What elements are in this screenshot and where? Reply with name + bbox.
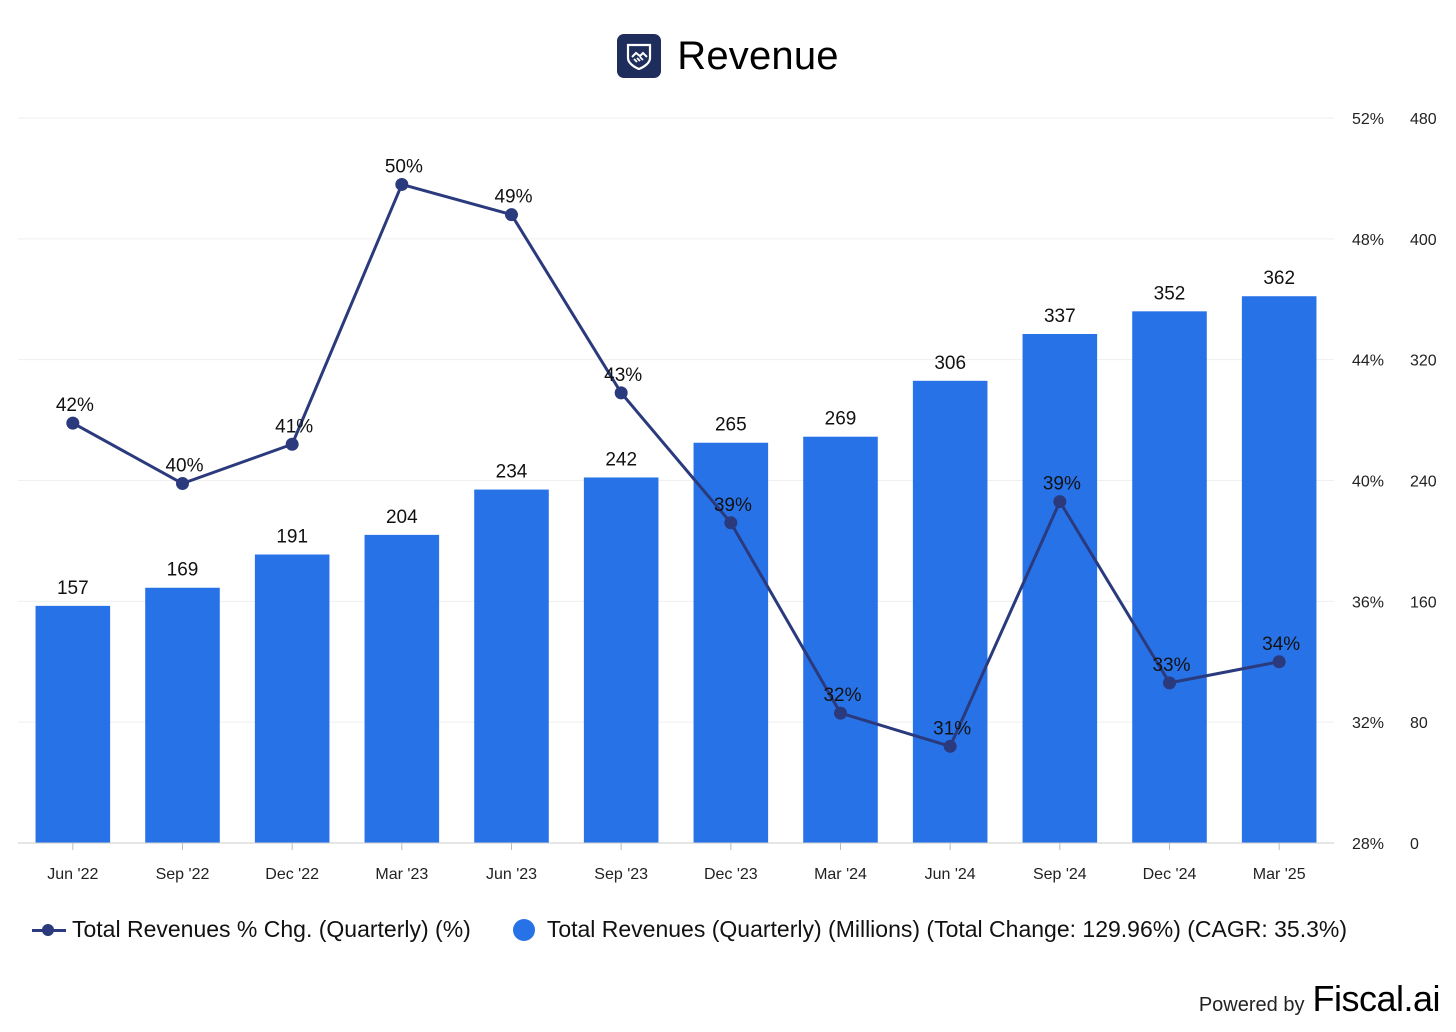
bar (364, 534, 440, 843)
legend-label-growth: Total Revenues % Chg. (Quarterly) (%) (72, 916, 471, 942)
y-right-tick-label: 320 (1410, 353, 1437, 370)
x-tick-label: Sep '24 (1033, 866, 1087, 883)
y-left-tick-label: 28% (1352, 836, 1384, 853)
growth-value-label: 31% (933, 718, 971, 739)
bar-value-label: 234 (496, 462, 528, 483)
bar-value-label: 242 (605, 449, 637, 470)
y-right-tick-label: 80 (1410, 715, 1428, 732)
bar (474, 489, 549, 843)
growth-line (72, 182, 1280, 748)
growth-point (834, 706, 847, 720)
legend-item-growth[interactable]: Total Revenues % Chg. (Quarterly) (%) (32, 916, 471, 943)
bar-value-label: 352 (1154, 283, 1186, 304)
legend-dot-icon (512, 918, 535, 941)
y-left-tick-label: 32% (1352, 715, 1384, 732)
bar (254, 554, 330, 843)
chart-legend: Total Revenues % Chg. (Quarterly) (%) To… (32, 916, 1347, 943)
y-left-tick-label: 36% (1352, 594, 1384, 611)
y-left-tick-label: 48% (1352, 232, 1384, 249)
growth-value-label: 41% (275, 416, 313, 437)
growth-value-label: 32% (823, 685, 861, 706)
bar-value-label: 306 (934, 353, 966, 374)
growth-value-label: 39% (714, 495, 752, 516)
x-tick-label: Jun '22 (47, 866, 98, 883)
growth-point (285, 437, 299, 451)
bar (803, 436, 878, 843)
y-left-tick-label: 44% (1352, 353, 1384, 370)
bar-value-label: 265 (715, 415, 747, 436)
growth-value-label: 43% (604, 365, 642, 386)
bar (1022, 333, 1098, 843)
x-tick-label: Jun '23 (486, 866, 537, 883)
x-tick-label: Mar '23 (375, 866, 428, 883)
growth-point (505, 208, 518, 222)
bar-value-label: 269 (825, 409, 857, 430)
bar (1132, 311, 1207, 843)
bar-value-label: 362 (1263, 268, 1295, 289)
chart-header: Revenue (0, 30, 1456, 82)
x-tick-label: Jun '24 (925, 866, 976, 883)
growth-point (395, 177, 409, 191)
bar (1241, 296, 1317, 844)
growth-value-label: 40% (165, 456, 203, 477)
growth-value-label: 39% (1043, 474, 1081, 495)
combo-chart: 0 80 160 240 320 400 480 28% 32% 36% 40% 44% 48% 52% 1… (18, 111, 1437, 883)
bar (35, 605, 111, 843)
y-right-tick-label: 160 (1410, 594, 1437, 611)
growth-point (724, 516, 738, 530)
handshake-shield-icon (617, 34, 662, 78)
growth-value-label: 49% (494, 187, 532, 208)
legend-item-revenue[interactable]: Total Revenues (Quarterly) (Millions) (T… (471, 916, 1347, 943)
brand-logo: Fiscal.ai (1312, 978, 1440, 1019)
x-tick-label: Mar '25 (1253, 866, 1306, 883)
growth-point (1163, 676, 1176, 690)
y-left-tick-label: 52% (1352, 111, 1384, 128)
x-tick-label: Sep '22 (156, 866, 210, 883)
bar-value-label: 169 (167, 560, 199, 581)
x-tick-label: Dec '24 (1143, 866, 1197, 883)
x-tick-label: Dec '23 (704, 866, 758, 883)
bar-value-label: 191 (276, 527, 308, 548)
bar-value-label: 337 (1044, 306, 1076, 327)
y-right-tick-label: 480 (1410, 111, 1437, 128)
growth-point (66, 416, 80, 430)
growth-point (614, 386, 628, 400)
growth-value-label: 33% (1152, 655, 1190, 676)
growth-point (1053, 495, 1067, 509)
growth-value-label: 34% (1262, 634, 1300, 655)
bar-value-label: 204 (386, 507, 418, 528)
bar (583, 477, 659, 843)
x-tick-label: Sep '23 (594, 866, 648, 883)
bar (912, 380, 988, 843)
bar (145, 587, 220, 843)
growth-value-label: 42% (56, 395, 94, 416)
x-tick-label: Mar '24 (814, 866, 867, 883)
growth-point (1272, 655, 1286, 669)
x-tick-label: Dec '22 (265, 866, 319, 883)
legend-line-swatch-icon (32, 920, 66, 940)
powered-by[interactable]: Powered by Fiscal.ai (1198, 978, 1441, 1020)
chart-title: Revenue (677, 33, 839, 78)
bar (693, 442, 769, 843)
growth-point (943, 739, 957, 753)
y-right-tick-label: 0 (1410, 836, 1419, 853)
legend-label-revenue: Total Revenues (Quarterly) (Millions) (T… (546, 916, 1348, 942)
y-left-tick-label: 40% (1352, 474, 1384, 491)
growth-point (176, 477, 189, 491)
y-right-tick-label: 400 (1410, 232, 1437, 249)
powered-by-label: Powered by (1198, 994, 1305, 1016)
bar-value-label: 157 (57, 578, 89, 599)
y-right-tick-label: 240 (1410, 474, 1437, 491)
growth-value-label: 50% (385, 156, 423, 177)
